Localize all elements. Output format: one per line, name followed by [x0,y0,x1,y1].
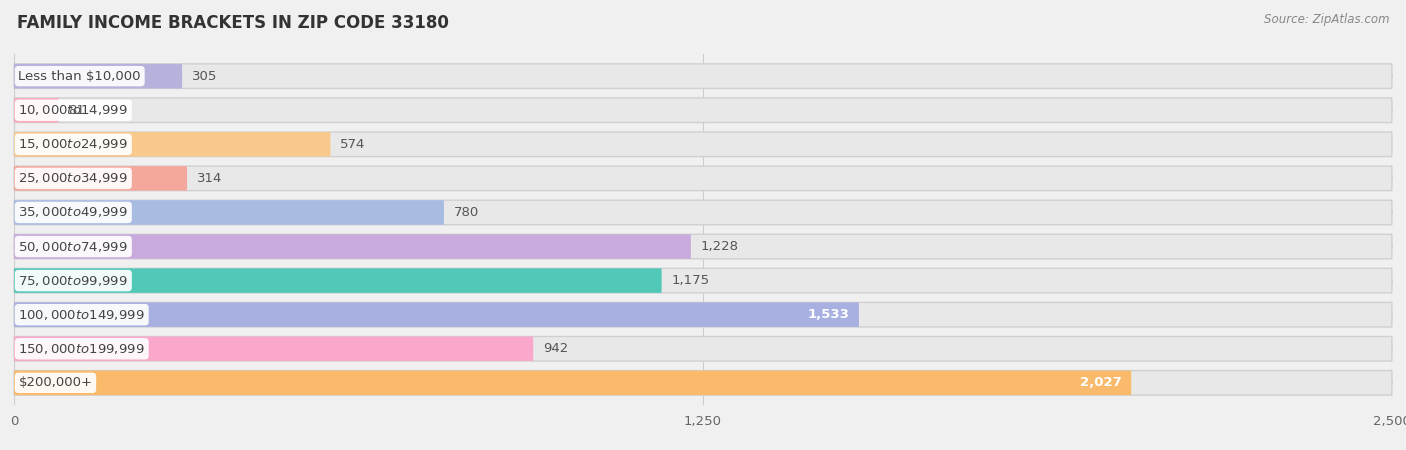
FancyBboxPatch shape [14,234,1392,259]
Text: $75,000 to $99,999: $75,000 to $99,999 [18,274,128,288]
Text: Less than $10,000: Less than $10,000 [18,70,141,83]
Text: 1,533: 1,533 [807,308,849,321]
FancyBboxPatch shape [14,371,1392,395]
Text: $35,000 to $49,999: $35,000 to $49,999 [18,206,128,220]
Text: 305: 305 [193,70,218,83]
FancyBboxPatch shape [14,98,59,122]
Text: $10,000 to $14,999: $10,000 to $14,999 [18,103,128,117]
Text: Source: ZipAtlas.com: Source: ZipAtlas.com [1264,14,1389,27]
FancyBboxPatch shape [14,302,859,327]
Text: $25,000 to $34,999: $25,000 to $34,999 [18,171,128,185]
FancyBboxPatch shape [14,268,1392,293]
Text: 574: 574 [340,138,366,151]
FancyBboxPatch shape [14,200,444,225]
Text: 780: 780 [454,206,479,219]
Text: $150,000 to $199,999: $150,000 to $199,999 [18,342,145,356]
FancyBboxPatch shape [14,132,330,157]
Text: 314: 314 [197,172,222,185]
FancyBboxPatch shape [14,371,1132,395]
FancyBboxPatch shape [14,98,1392,122]
FancyBboxPatch shape [14,234,690,259]
Text: 81: 81 [69,104,86,117]
Text: $200,000+: $200,000+ [18,376,93,389]
Text: 1,175: 1,175 [672,274,710,287]
Text: 1,228: 1,228 [700,240,738,253]
FancyBboxPatch shape [14,132,1392,157]
FancyBboxPatch shape [14,268,662,293]
Text: FAMILY INCOME BRACKETS IN ZIP CODE 33180: FAMILY INCOME BRACKETS IN ZIP CODE 33180 [17,14,449,32]
FancyBboxPatch shape [14,302,1392,327]
FancyBboxPatch shape [14,166,187,191]
FancyBboxPatch shape [14,337,1392,361]
FancyBboxPatch shape [14,64,183,88]
Text: 2,027: 2,027 [1080,376,1122,389]
FancyBboxPatch shape [14,337,533,361]
Text: $100,000 to $149,999: $100,000 to $149,999 [18,308,145,322]
FancyBboxPatch shape [14,64,1392,88]
FancyBboxPatch shape [14,200,1392,225]
Text: $50,000 to $74,999: $50,000 to $74,999 [18,239,128,253]
Text: 942: 942 [543,342,568,355]
Text: $15,000 to $24,999: $15,000 to $24,999 [18,137,128,151]
FancyBboxPatch shape [14,166,1392,191]
